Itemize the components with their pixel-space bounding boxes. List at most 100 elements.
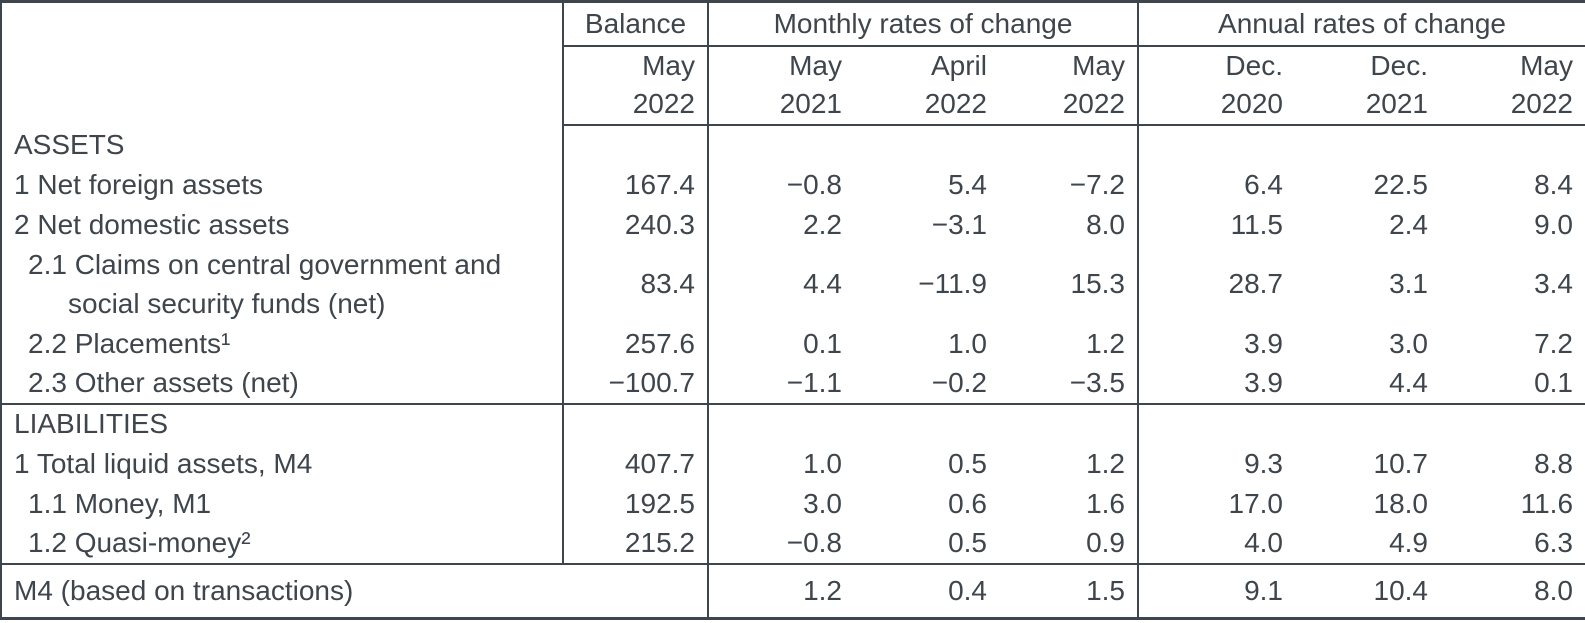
value-annual-3: 6.3 (1440, 523, 1585, 565)
value-monthly-3: 8.0 (999, 204, 1139, 245)
row-money-m1: 1.1 Money, M1 192.5 3.0 0.6 1.6 17.0 18.… (1, 483, 1585, 524)
section-label: LIABILITIES (1, 403, 564, 444)
value-monthly-2: 1.0 (948, 327, 987, 359)
value-annual-1: 6.4 (1244, 168, 1283, 200)
column-header-month: April (930, 50, 987, 81)
column-header-month: Dec. (1370, 50, 1428, 81)
value-annual-1: 28.7 (1228, 268, 1284, 299)
row-label: 2.1 Claims on central government and soc… (1, 244, 564, 324)
value-monthly-2: 0.5 (854, 523, 999, 565)
row-label: 2.3 Other assets (net) (1, 363, 564, 405)
row-label-line-2: social security funds (net) (68, 288, 386, 319)
value-balance: 192.5 (563, 483, 709, 524)
value-monthly-1: 1.2 (803, 574, 842, 606)
empty-cell (999, 124, 1139, 165)
value-monthly-3: 1.6 (999, 483, 1139, 524)
row-label: M4 (based on transactions) (1, 563, 709, 619)
value-annual-3: 7.2 (1534, 327, 1574, 359)
section-row-liabilities: LIABILITIES (1, 403, 1585, 444)
row-label: 2.2 Placements¹ (1, 323, 564, 364)
value-monthly-1: 2.2 (803, 208, 842, 240)
sub-header-row: May 2022 May 2021 April 2022 May 2022 De… (1, 45, 1585, 126)
empty-cell (1138, 404, 1295, 444)
column-header-annual-may-2022: May 2022 (1440, 45, 1585, 126)
value-monthly-1: 4.4 (803, 268, 842, 299)
column-header-month: May (1072, 50, 1125, 81)
value-balance: 257.6 (563, 323, 709, 364)
corner-empty-cell (1, 1, 564, 125)
column-header-month: May (642, 50, 695, 81)
value-annual-1: 3.9 (1138, 363, 1295, 405)
value-annual-1: 3.9 (1244, 327, 1283, 359)
column-header-dec-2020: Dec. 2020 (1138, 45, 1295, 126)
value-monthly-3: 1.2 (999, 323, 1139, 364)
value-monthly-1: 1.0 (803, 447, 842, 479)
empty-cell (1440, 404, 1585, 444)
value-annual-3: 3.4 (1534, 268, 1574, 299)
empty-cell (1440, 125, 1585, 165)
row-net-foreign-assets: 1 Net foreign assets 167.4 −0.8 5.4 −7.2… (1, 164, 1585, 205)
value-annual-2: 10.4 (1373, 574, 1429, 606)
value-annual-1: 9.3 (1244, 447, 1283, 479)
empty-cell (708, 404, 854, 444)
empty-cell (563, 124, 709, 165)
empty-cell (854, 125, 999, 165)
value-balance: −100.7 (563, 363, 709, 405)
value-monthly-1: 0.1 (803, 327, 842, 359)
value-monthly-2: −11.9 (918, 268, 987, 299)
column-header-year: 2020 (1220, 88, 1283, 119)
value-annual-1: 9.1 (1244, 574, 1283, 606)
row-m4-based-on-transactions: M4 (based on transactions) 1.2 0.4 1.5 9… (1, 563, 1585, 619)
column-header-year: 2022 (632, 88, 695, 119)
value-annual-2: 22.5 (1373, 168, 1429, 200)
row-label: 1 Total liquid assets, M4 (1, 443, 564, 484)
value-annual-1: 17.0 (1228, 487, 1284, 519)
value-annual-3: 11.6 (1520, 487, 1574, 519)
column-header-month: May (1520, 50, 1574, 81)
value-annual-2: 4.4 (1295, 363, 1440, 405)
value-monthly-3: −7.2 (999, 164, 1139, 205)
column-header-balance-may-2022: May 2022 (563, 45, 709, 126)
value-annual-3: 0.1 (1440, 363, 1585, 405)
column-header-monthly-may-2022: May 2022 (999, 45, 1139, 126)
value-annual-2: 2.4 (1389, 208, 1428, 240)
value-monthly-2: −0.2 (854, 363, 999, 405)
empty-cell (1295, 125, 1440, 165)
value-annual-2: 3.1 (1389, 268, 1428, 299)
row-total-liquid-assets-m4: 1 Total liquid assets, M4 407.7 1.0 0.5 … (1, 443, 1585, 484)
balance-group-header: Balance (563, 1, 709, 47)
column-header-month: Dec. (1225, 50, 1283, 81)
value-balance: 215.2 (563, 523, 709, 565)
value-balance: 240.3 (563, 204, 709, 245)
monthly-rates-group-header: Monthly rates of change (708, 1, 1139, 47)
value-monthly-2: 5.4 (948, 168, 987, 200)
value-monthly-2: 0.6 (948, 487, 987, 519)
value-monthly-1: 3.0 (803, 487, 842, 519)
row-net-domestic-assets: 2 Net domestic assets 240.3 2.2 −3.1 8.0… (1, 204, 1585, 245)
value-annual-3: 9.0 (1534, 208, 1574, 240)
empty-cell (708, 125, 854, 165)
value-monthly-3: 15.3 (999, 244, 1139, 324)
column-header-year: 2021 (779, 88, 842, 119)
row-label: 2 Net domestic assets (1, 204, 564, 245)
column-header-may-2021: May 2021 (708, 45, 854, 126)
column-header-april-2022: April 2022 (854, 45, 999, 126)
value-annual-3: 8.4 (1534, 168, 1574, 200)
column-header-year: 2021 (1365, 88, 1428, 119)
value-monthly-3: −3.5 (999, 363, 1139, 405)
value-monthly-1: −1.1 (708, 363, 854, 405)
value-balance: 407.7 (563, 443, 709, 484)
empty-cell (563, 403, 709, 444)
value-monthly-1: −0.8 (708, 523, 854, 565)
row-other-assets: 2.3 Other assets (net) −100.7 −1.1 −0.2 … (1, 363, 1585, 405)
row-claims-on-central-government: 2.1 Claims on central government and soc… (1, 244, 1585, 324)
empty-cell (1138, 125, 1295, 165)
value-annual-3: 8.8 (1534, 447, 1574, 479)
value-annual-2: 18.0 (1373, 487, 1429, 519)
value-annual-3: 8.0 (1534, 574, 1574, 606)
row-label-line-1: 2.1 Claims on central government and (28, 249, 502, 280)
value-monthly-2: −3.1 (931, 208, 987, 240)
row-label: 1 Net foreign assets (1, 164, 564, 205)
column-header-year: 2022 (1062, 88, 1125, 119)
